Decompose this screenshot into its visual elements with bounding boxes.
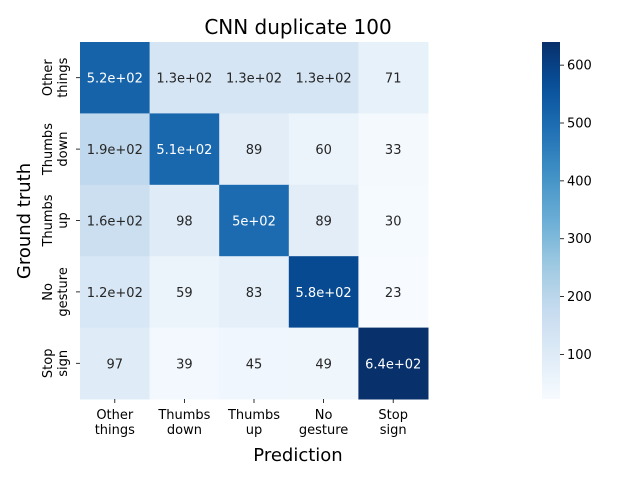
heatmap-cell xyxy=(219,184,290,257)
cell-value-label: 59 xyxy=(176,286,193,301)
colorbar-tick-label: 300 xyxy=(567,232,592,247)
heatmap-cell xyxy=(288,256,359,329)
colorbar-tick-label: 200 xyxy=(567,290,592,305)
y-axis-label: Ground truth xyxy=(14,163,35,279)
heatmap-cell xyxy=(288,327,359,400)
cell-value-label: 23 xyxy=(385,286,402,301)
colorbar-tick-label: 500 xyxy=(567,117,592,132)
heatmap-cell-labels: 5.2e+02 1.3e+02 1.3e+02 1.3e+02 71 1.9e+02 5.1… xyxy=(87,72,422,373)
heatmap-cell xyxy=(80,42,151,114)
cell-value-label: 5e+02 xyxy=(232,215,276,230)
heatmap-cell xyxy=(358,327,429,400)
x-tick-label: Thumbs up xyxy=(227,408,280,438)
cell-value-label: 5.1e+02 xyxy=(156,143,212,158)
x-tick-label: Stop sign xyxy=(378,408,408,438)
y-tick-label: Thumbsdown xyxy=(41,123,71,176)
heatmap-cell xyxy=(288,42,359,114)
heatmap-cell xyxy=(358,184,429,257)
cell-value-label: 45 xyxy=(246,357,263,372)
y-tick-label: Stopsign xyxy=(41,349,71,379)
cell-value-label: 1.3e+02 xyxy=(296,72,352,87)
heatmap-cell xyxy=(219,256,290,329)
cell-value-label: 49 xyxy=(315,357,332,372)
heatmap-cell xyxy=(80,327,151,400)
heatmap-cell xyxy=(149,184,220,257)
cell-value-label: 89 xyxy=(246,143,263,158)
y-tick-label: Nogesture xyxy=(41,267,71,316)
x-tick-label: Thumbs down xyxy=(157,408,210,438)
cell-value-label: 6.4e+02 xyxy=(365,357,421,372)
cell-value-label: 1.3e+02 xyxy=(226,72,282,87)
heatmap-cell xyxy=(149,113,220,186)
colorbar-tick-label: 400 xyxy=(567,174,592,189)
colorbar-gradient xyxy=(542,42,560,399)
y-tick-label: Thumbsup xyxy=(41,194,71,247)
cell-value-label: 33 xyxy=(385,143,402,158)
y-tick-label: Otherthings xyxy=(41,57,71,97)
cell-value-label: 97 xyxy=(107,357,124,372)
heatmap-cells xyxy=(80,42,429,400)
cell-value-label: 89 xyxy=(315,215,332,230)
heatmap-cell xyxy=(288,184,359,257)
cell-value-label: 5.2e+02 xyxy=(87,72,143,87)
colorbar-tick-label: 600 xyxy=(567,59,592,74)
x-tick-label: No gesture xyxy=(299,408,348,438)
cell-value-label: 98 xyxy=(176,215,193,230)
cell-value-label: 5.8e+02 xyxy=(296,286,352,301)
y-axis-ticks: Otherthings Thumbsdown Thumbsup Nogesture St… xyxy=(41,57,80,378)
cell-value-label: 71 xyxy=(385,72,402,87)
cell-value-label: 1.2e+02 xyxy=(87,286,143,301)
heatmap-cell xyxy=(219,113,290,186)
heatmap-cell xyxy=(149,42,220,114)
x-tick-label: Other things xyxy=(95,408,135,438)
chart-title: CNN duplicate 100 xyxy=(204,15,391,39)
x-axis-ticks: Other things Thumbs down Thumbs up No gesture St… xyxy=(95,399,408,438)
heatmap-cell xyxy=(288,113,359,186)
cell-value-label: 30 xyxy=(385,215,402,230)
heatmap-cell xyxy=(149,256,220,329)
heatmap-cell xyxy=(80,184,151,257)
colorbar-tick-label: 100 xyxy=(567,348,592,363)
heatmap-cell xyxy=(358,42,429,114)
heatmap-cell xyxy=(219,327,290,400)
heatmap-cell xyxy=(80,113,151,186)
cell-value-label: 1.9e+02 xyxy=(87,143,143,158)
heatmap-cell xyxy=(149,327,220,400)
heatmap-cell xyxy=(358,256,429,329)
cell-value-label: 60 xyxy=(315,143,332,158)
cell-value-label: 39 xyxy=(176,357,193,372)
cell-value-label: 1.6e+02 xyxy=(87,215,143,230)
heatmap-cell xyxy=(219,42,290,114)
heatmap-cell xyxy=(358,113,429,186)
cell-value-label: 83 xyxy=(246,286,263,301)
heatmap-cell xyxy=(80,256,151,329)
cell-value-label: 1.3e+02 xyxy=(156,72,212,87)
x-axis-label: Prediction xyxy=(253,445,342,466)
colorbar: 100 200 300 400 500 600 xyxy=(542,42,592,399)
